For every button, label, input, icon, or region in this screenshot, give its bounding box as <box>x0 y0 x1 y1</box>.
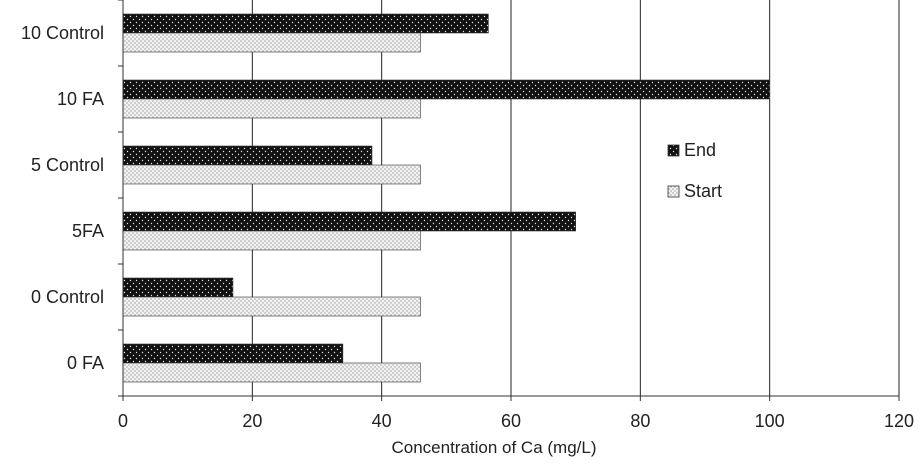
x-tick-label-80: 80 <box>630 411 650 431</box>
bar-end-1 <box>122 277 234 298</box>
category-label: 0 FA <box>67 353 104 373</box>
bar-end-5 <box>122 13 489 34</box>
x-tick-label-0: 0 <box>118 411 128 431</box>
bar-start-2 <box>122 230 421 251</box>
axes <box>118 0 900 401</box>
category-label: 10 Control <box>21 23 104 43</box>
x-axis-title: Concentration of Ca (mg/L) <box>391 438 596 457</box>
category-label: 0 Control <box>31 287 104 307</box>
x-tick-label-20: 20 <box>242 411 262 431</box>
bar-start-3 <box>122 164 421 185</box>
legend-label-start: Start <box>684 181 722 201</box>
bar-start-0 <box>122 362 421 383</box>
bar-start-1 <box>122 296 421 317</box>
gridlines <box>251 0 900 396</box>
category-label: 10 FA <box>57 89 104 109</box>
x-tick-label-60: 60 <box>501 411 521 431</box>
x-tick-label-40: 40 <box>372 411 392 431</box>
legend: End Start <box>667 140 722 201</box>
category-label: 5 Control <box>31 155 104 175</box>
labels: 0 FA 0 Control 5FA 5 Control 10 FA 10 Control… <box>21 23 914 457</box>
bar-end-3 <box>122 145 373 166</box>
bar-end-4 <box>122 79 770 100</box>
bar-start-5 <box>122 32 421 53</box>
legend-swatch-start <box>667 185 680 198</box>
bars <box>122 13 770 383</box>
legend-swatch-end <box>667 144 680 157</box>
x-tick-label-120: 120 <box>884 411 914 431</box>
bar-end-2 <box>122 211 576 232</box>
category-label: 5FA <box>72 221 104 241</box>
legend-label-end: End <box>684 140 716 160</box>
bar-end-0 <box>122 343 344 364</box>
bar-start-4 <box>122 98 421 119</box>
x-tick-label-100: 100 <box>755 411 785 431</box>
